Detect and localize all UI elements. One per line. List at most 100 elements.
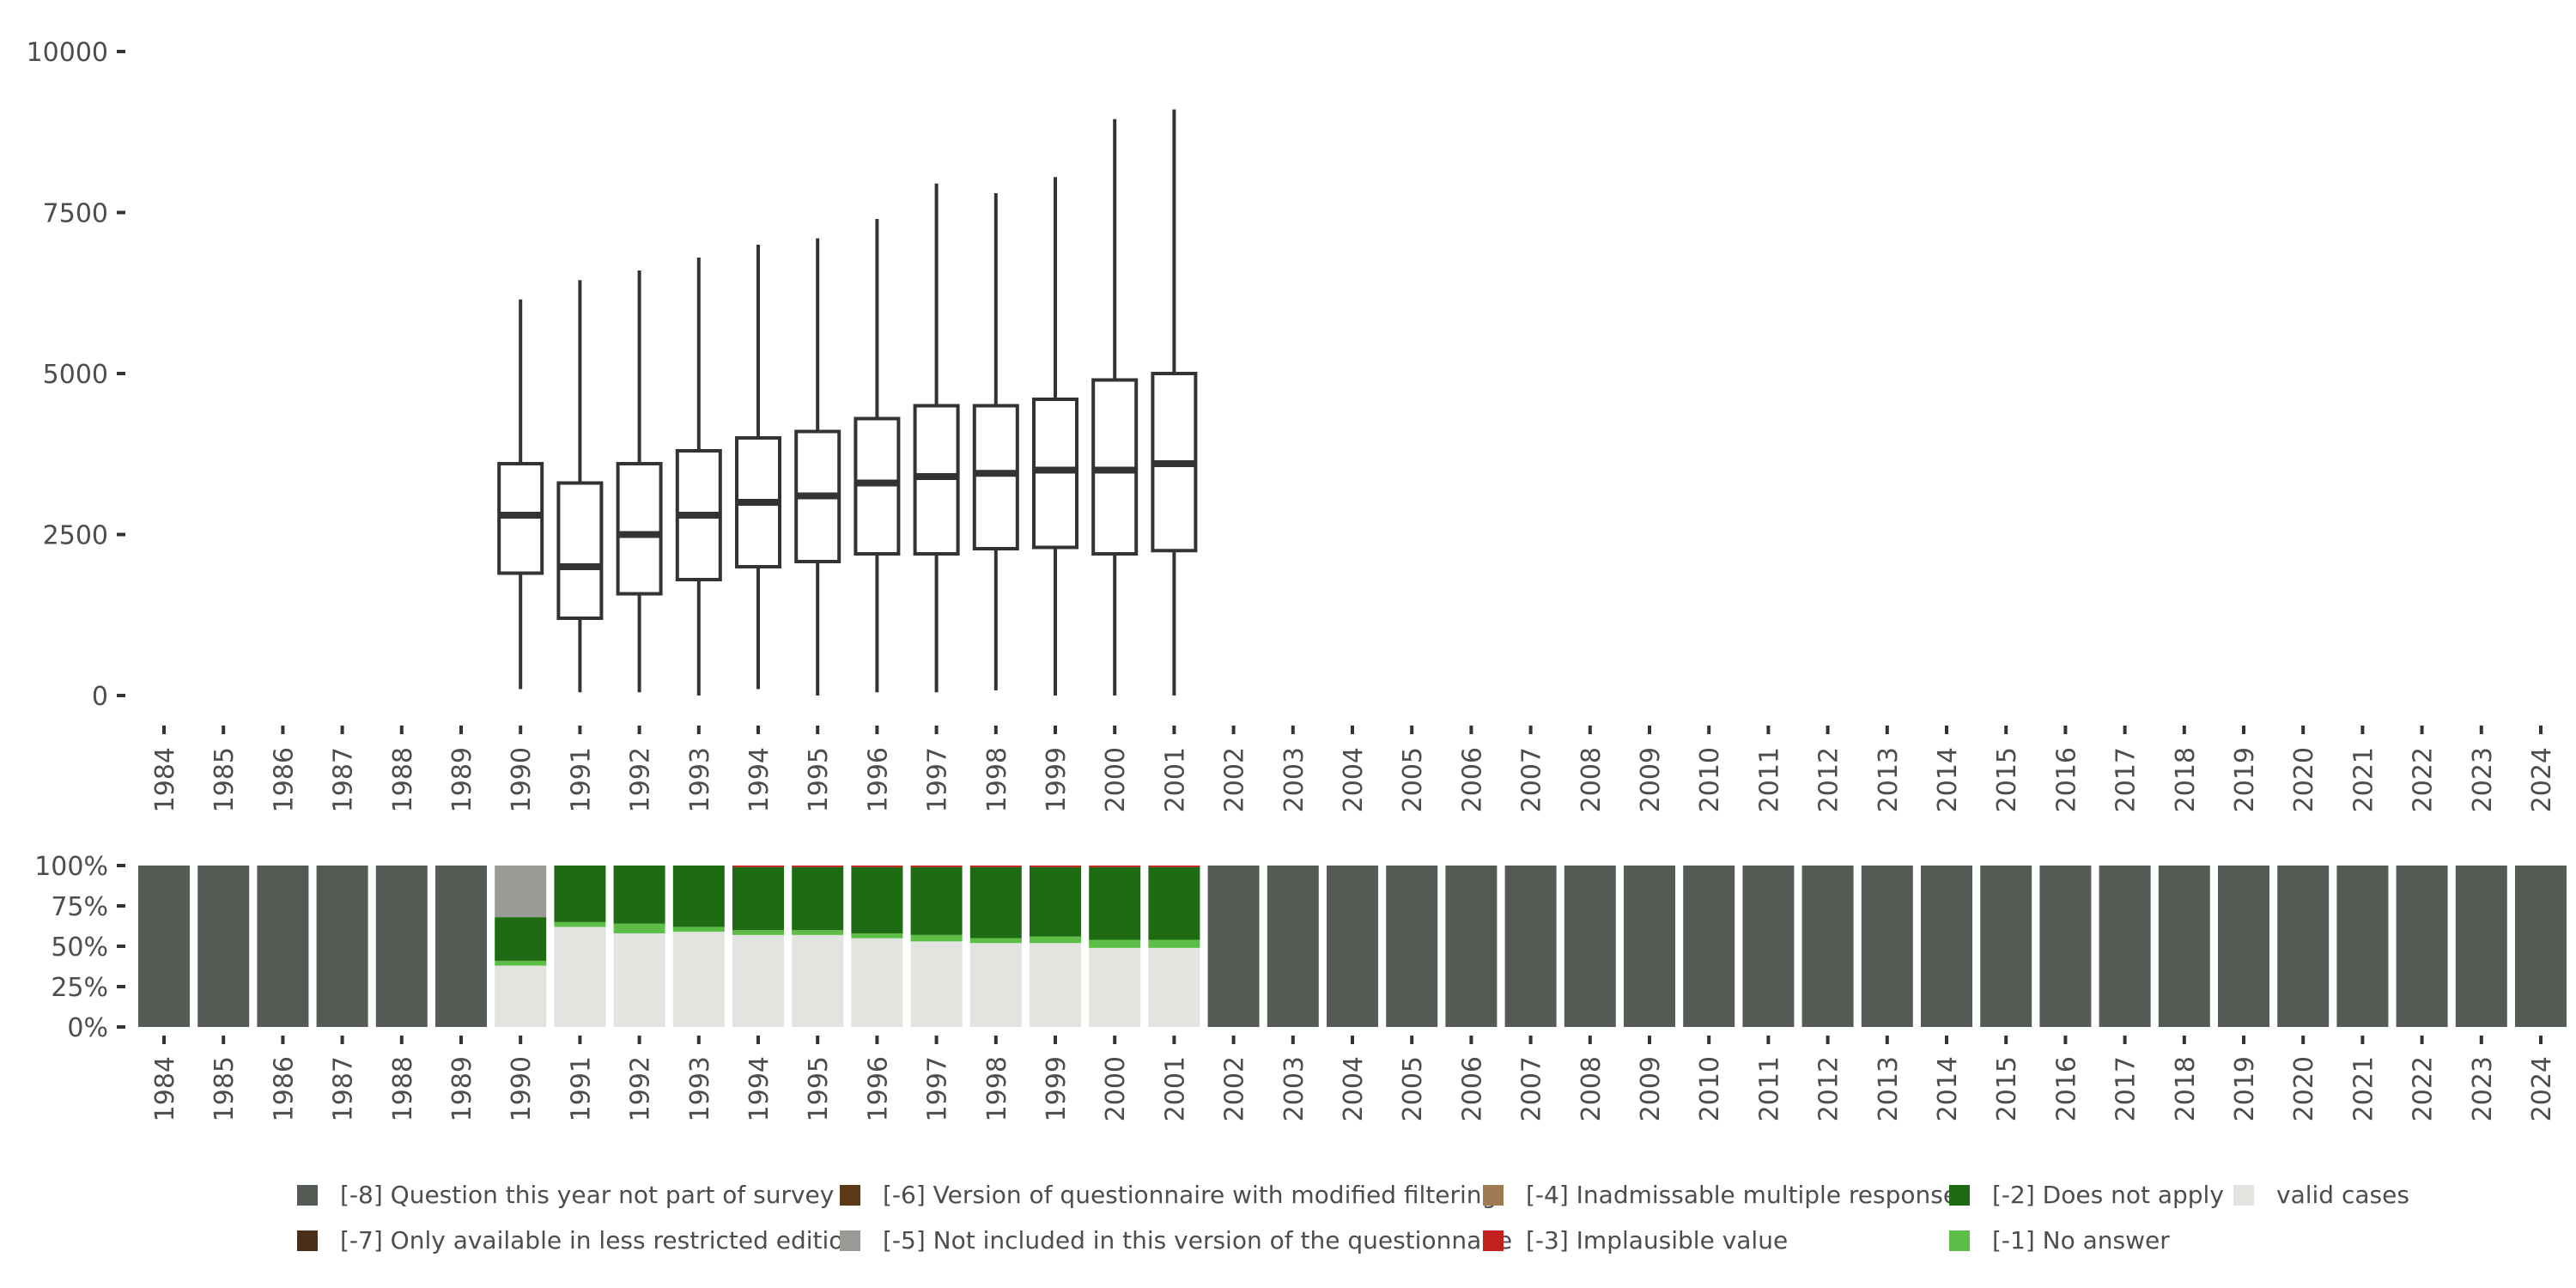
x-tick-label: 2024	[2527, 747, 2557, 812]
x-tick-label: 2022	[2409, 747, 2439, 812]
bar-x-tick-label: 2007	[1517, 1056, 1547, 1121]
x-tick-label: 2011	[1754, 747, 1784, 812]
x-tick-label: 1997	[923, 747, 953, 812]
x-tick-label: 2015	[1992, 747, 2022, 812]
bar-x-tick-label: 2020	[2289, 1056, 2319, 1121]
legend-item: [-4] Inadmissable multiple response	[1483, 1181, 1958, 1209]
x-tick-label: 1992	[626, 747, 656, 812]
bar-segment-m2-1994	[732, 866, 784, 931]
legend-label: [-4] Inadmissable multiple response	[1526, 1181, 1958, 1209]
x-tick-label: 2007	[1517, 747, 1547, 812]
box-1992	[616, 270, 663, 693]
bar-segment-m1-1999	[1030, 936, 1081, 944]
bar-x-tick-label: 2000	[1101, 1056, 1131, 1121]
bar-segment-m1-1997	[910, 934, 963, 942]
bar-segment-m8-2021	[2336, 866, 2389, 1027]
bar-x-tick-label: 1997	[923, 1056, 953, 1121]
legend-item: [-3] Implausible value	[1483, 1226, 1788, 1255]
box-1996	[854, 219, 901, 693]
bar-segment-m1-2001	[1148, 939, 1200, 948]
bar-segment-m1-1991	[554, 921, 606, 927]
x-tick-label: 2010	[1695, 747, 1725, 812]
box-1997	[913, 183, 960, 693]
x-tick-label: 1994	[744, 747, 775, 812]
x-tick-label: 2004	[1339, 747, 1369, 812]
bar-x-tick-label: 1986	[269, 1056, 299, 1121]
bar-segment-valid-1997	[910, 941, 963, 1027]
box-iqr	[556, 481, 604, 620]
legend-swatch	[840, 1185, 860, 1206]
legend-item: valid cases	[2233, 1181, 2409, 1209]
x-tick-label: 1990	[507, 747, 537, 812]
bar-x-tick-label: 1985	[210, 1056, 240, 1121]
legend-swatch	[1483, 1185, 1504, 1206]
x-tick-label: 2019	[2230, 747, 2260, 812]
box-2001	[1151, 109, 1198, 696]
bar-x-tick-label: 2011	[1754, 1056, 1784, 1121]
x-tick-label: 1996	[863, 747, 893, 812]
x-tick-label: 2016	[2051, 747, 2081, 812]
x-tick-label: 2003	[1279, 747, 1309, 812]
bar-x-tick-label: 2005	[1398, 1056, 1428, 1121]
x-tick-label: 2012	[1814, 747, 1844, 812]
bar-x-tick-label: 2004	[1339, 1056, 1369, 1121]
y-tick-label: 2500	[43, 521, 108, 551]
box-iqr	[972, 404, 1019, 550]
legend-label: [-8] Question this year not part of surv…	[340, 1181, 834, 1209]
bar-segment-m3-1995	[792, 866, 844, 867]
bar-segment-m8-2011	[1742, 866, 1795, 1027]
legend: [-8] Question this year not part of surv…	[297, 1181, 2409, 1255]
bar-segment-m2-1992	[613, 866, 665, 924]
bar-segment-m1-1998	[969, 938, 1022, 944]
bar-segment-m2-2001	[1148, 866, 1200, 940]
y-tick-label: 7500	[43, 199, 108, 229]
bar-segment-m2-2000	[1089, 866, 1141, 940]
legend-label: [-1] No answer	[1992, 1226, 2170, 1255]
box-1993	[675, 258, 722, 696]
bar-x-tick-label: 2010	[1695, 1056, 1725, 1121]
bar-segment-valid-1995	[792, 934, 844, 1027]
bar-x-tick-label: 2019	[2230, 1056, 2260, 1121]
bar-x-tick-label: 1993	[685, 1056, 715, 1121]
x-tick-label: 2002	[1220, 747, 1250, 812]
bar-segment-m3-1994	[732, 866, 784, 867]
bar-segment-m8-1984	[138, 866, 190, 1027]
bar-segment-m8-2003	[1267, 866, 1319, 1027]
legend-swatch	[297, 1230, 318, 1251]
bar-segment-m2-1995	[792, 866, 844, 931]
bar-segment-m3-1997	[910, 866, 963, 867]
x-tick-label: 1986	[269, 747, 299, 812]
bar-x-tick-label: 2015	[1992, 1056, 2022, 1121]
x-tick-label: 1989	[447, 747, 477, 812]
bar-segment-m1-2000	[1089, 939, 1141, 948]
bar-segment-m8-2015	[1980, 866, 2032, 1027]
x-tick-label: 2006	[1457, 747, 1487, 812]
bar-segment-m8-2009	[1624, 866, 1675, 1027]
bar-segment-m8-1987	[316, 866, 368, 1027]
bar-segment-m3-2000	[1089, 866, 1141, 867]
x-tick-label: 2009	[1636, 747, 1666, 812]
x-tick-label: 1985	[210, 747, 240, 812]
x-tick-label: 2017	[2111, 747, 2142, 812]
bar-y-tick-label: 50%	[51, 933, 108, 963]
bar-segment-m2-1997	[910, 866, 963, 935]
bar-x-tick-label: 1994	[744, 1056, 775, 1121]
box-1994	[735, 245, 781, 690]
bar-y-tick-label: 25%	[51, 973, 108, 1003]
bar-segment-m3-2001	[1148, 866, 1200, 867]
bar-segment-m2-1991	[554, 866, 606, 922]
bar-y-tick-label: 0%	[67, 1013, 108, 1043]
box-2000	[1091, 118, 1139, 696]
bar-x-tick-label: 1996	[863, 1056, 893, 1121]
legend-item: [-8] Question this year not part of surv…	[297, 1181, 834, 1209]
bar-segment-m8-2012	[1801, 866, 1854, 1027]
x-tick-label: 1993	[685, 747, 715, 812]
bar-segment-m8-2024	[2515, 866, 2567, 1027]
x-tick-label: 1984	[150, 747, 180, 812]
legend-item: [-6] Version of questionnaire with modif…	[840, 1181, 1497, 1209]
legend-swatch	[1949, 1185, 1970, 1206]
bar-segment-m8-2013	[1861, 866, 1913, 1027]
legend-label: valid cases	[2276, 1181, 2409, 1209]
x-tick-label: 1987	[329, 747, 359, 812]
